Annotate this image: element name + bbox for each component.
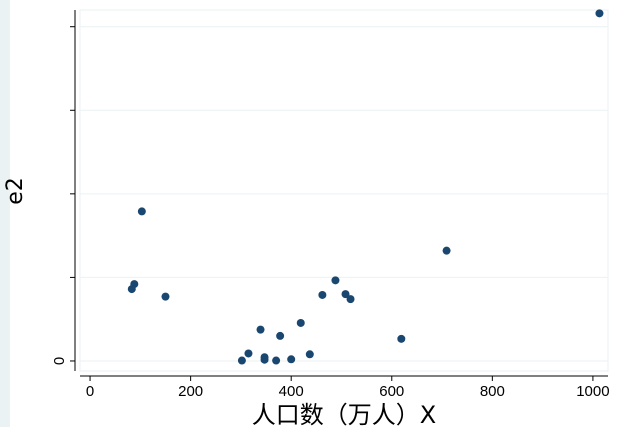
gridlines: [79, 9, 609, 372]
y-axis-title: e2: [3, 177, 28, 205]
data-point-11: [276, 331, 285, 340]
data-point-15: [244, 349, 253, 358]
x-tick-label-4: 800: [480, 383, 505, 400]
data-point-13: [397, 334, 406, 343]
data-point-12: [256, 325, 265, 334]
data-point-5: [161, 292, 170, 301]
data-point-14: [305, 350, 314, 359]
x-tick-label-2: 400: [279, 383, 304, 400]
data-point-0: [595, 9, 604, 18]
x-tick-label-5: 1000: [576, 383, 609, 400]
axes: 0 0 200 400 600 800 1000: [51, 10, 610, 400]
data-point-18: [237, 356, 246, 365]
x-axis-title: 人口数（万人）X: [252, 401, 436, 427]
data-point-6: [331, 276, 340, 285]
data-points: [127, 9, 604, 365]
data-point-17: [287, 355, 296, 364]
plot-frame: [79, 9, 609, 372]
data-point-9: [346, 295, 355, 304]
data-point-4: [127, 285, 136, 294]
data-point-10: [296, 318, 305, 327]
x-tick-label-3: 600: [379, 383, 404, 400]
data-point-19: [260, 355, 269, 364]
data-point-20: [272, 356, 281, 365]
data-point-2: [442, 246, 451, 255]
data-point-8: [341, 290, 350, 299]
plot-area: [10, 0, 632, 427]
x-tick-label-0: 0: [86, 383, 94, 400]
data-point-7: [318, 290, 327, 299]
outer-region-left: [0, 0, 10, 427]
y-tick-label-0: 0: [51, 357, 68, 365]
data-point-1: [137, 207, 146, 216]
x-tick-label-1: 200: [178, 383, 203, 400]
